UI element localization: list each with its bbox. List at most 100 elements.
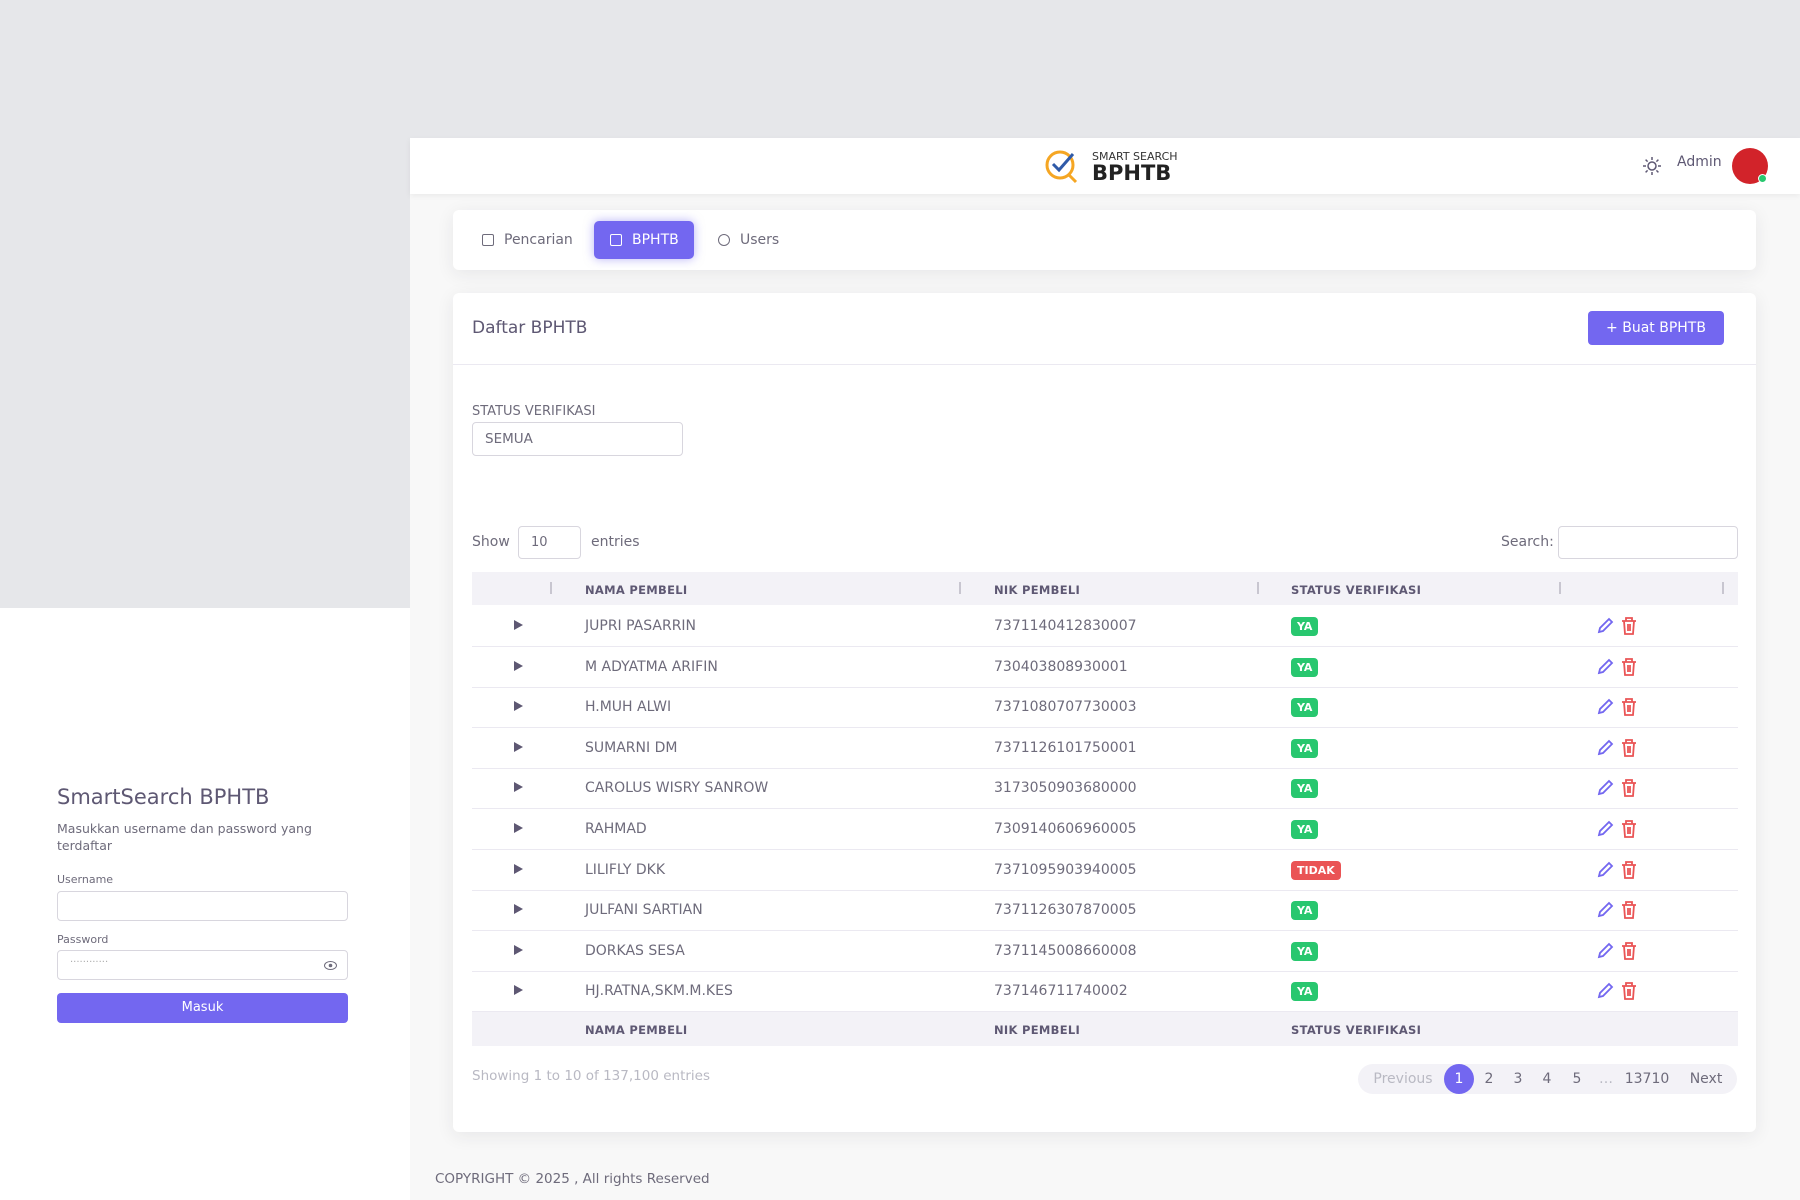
login-button[interactable]: Masuk bbox=[57, 993, 348, 1023]
table-row: RAHMAD 7309140606960005 YA bbox=[472, 809, 1738, 850]
buyer-nik: 7371126307870005 bbox=[994, 902, 1137, 919]
buyer-nik: 7371095903940005 bbox=[994, 861, 1137, 878]
buyer-nik: 737146711740002 bbox=[994, 983, 1128, 1000]
edit-icon[interactable] bbox=[1596, 901, 1614, 919]
table-row: JULFANI SARTIAN 7371126307870005 YA bbox=[472, 890, 1738, 932]
expand-toggle[interactable] bbox=[514, 620, 523, 630]
expand-toggle[interactable] bbox=[514, 660, 523, 671]
login-subtitle: Masukkan username dan password yang terd… bbox=[57, 821, 312, 853]
status-badge: TIDAK bbox=[1291, 860, 1341, 880]
bg-left bbox=[0, 0, 410, 608]
status-badge: YA bbox=[1291, 982, 1319, 1002]
status-badge: YA bbox=[1291, 941, 1319, 961]
expand-toggle[interactable] bbox=[514, 782, 523, 793]
column-footer: NIK PEMBELI bbox=[994, 1023, 1081, 1037]
show-label: Show bbox=[472, 534, 510, 550]
table-row: JUPRI PASARRIN 7371140412830007 YA bbox=[472, 606, 1738, 647]
status-badge: YA bbox=[1291, 698, 1319, 718]
eye-icon[interactable] bbox=[324, 960, 337, 971]
table-info: Showing 1 to 10 of 137,100 entries bbox=[472, 1068, 711, 1084]
edit-icon[interactable] bbox=[1596, 617, 1614, 635]
expand-toggle[interactable] bbox=[514, 904, 523, 915]
footer: COPYRIGHT © 2025 , All rights Reserved bbox=[435, 1171, 710, 1187]
edit-icon[interactable] bbox=[1596, 698, 1614, 716]
nav-item[interactable]: Pencarian bbox=[482, 221, 573, 259]
page-button[interactable]: 3 bbox=[1513, 1071, 1523, 1087]
column-header: NIK PEMBELI bbox=[994, 583, 1081, 597]
page-button[interactable]: … bbox=[1599, 1071, 1613, 1087]
theme-icon[interactable] bbox=[1643, 157, 1661, 175]
divider bbox=[453, 364, 1756, 365]
logo-big: BPHTB bbox=[1092, 161, 1172, 185]
status-badge: YA bbox=[1291, 617, 1319, 636]
delete-icon[interactable] bbox=[1620, 657, 1638, 677]
sort-icon bbox=[1557, 580, 1563, 596]
edit-icon[interactable] bbox=[1596, 779, 1614, 797]
edit-icon[interactable] bbox=[1596, 820, 1614, 838]
expand-toggle[interactable] bbox=[514, 741, 523, 752]
sort-icon bbox=[548, 580, 554, 596]
table-foot bbox=[472, 1012, 1738, 1046]
table-row: M ADYATMA ARIFIN 730403808930001 YA bbox=[472, 647, 1738, 688]
expand-toggle[interactable] bbox=[514, 863, 523, 874]
search-input[interactable] bbox=[1558, 526, 1738, 559]
sort-icon bbox=[957, 580, 963, 596]
page-button[interactable]: 2 bbox=[1484, 1071, 1494, 1087]
buyer-name: CAROLUS WISRY SANROW bbox=[585, 780, 769, 797]
delete-icon[interactable] bbox=[1620, 616, 1638, 636]
delete-icon[interactable] bbox=[1620, 819, 1638, 839]
edit-icon[interactable] bbox=[1596, 861, 1614, 879]
page-button[interactable]: 13710 bbox=[1624, 1071, 1670, 1087]
buyer-name: M ADYATMA ARIFIN bbox=[585, 658, 718, 675]
nav-label: Users bbox=[740, 232, 780, 248]
filter-select[interactable]: SEMUA bbox=[472, 422, 683, 456]
logo-icon bbox=[1045, 150, 1078, 184]
status-badge: YA bbox=[1291, 738, 1319, 758]
next-button[interactable]: Next bbox=[1689, 1071, 1723, 1087]
status-badge: YA bbox=[1291, 901, 1319, 921]
expand-toggle[interactable] bbox=[514, 701, 523, 712]
password-dots: ············ bbox=[70, 957, 109, 968]
sort-icon bbox=[1720, 580, 1726, 596]
delete-icon[interactable] bbox=[1620, 738, 1638, 758]
page-button[interactable]: 1 bbox=[1444, 1064, 1474, 1094]
buyer-nik: 7371145008660008 bbox=[994, 942, 1137, 959]
page-button[interactable]: 5 bbox=[1572, 1071, 1582, 1087]
search-label: Search: bbox=[1501, 534, 1554, 550]
page-button[interactable]: 4 bbox=[1542, 1071, 1552, 1087]
expand-toggle[interactable] bbox=[514, 944, 523, 955]
delete-icon[interactable] bbox=[1620, 900, 1638, 920]
table-row: H.MUH ALWI 7371080707730003 YA bbox=[472, 687, 1738, 729]
edit-icon[interactable] bbox=[1596, 739, 1614, 757]
buyer-name: SUMARNI DM bbox=[585, 739, 678, 756]
username-input[interactable] bbox=[57, 891, 348, 921]
nav-icon bbox=[610, 234, 622, 246]
status-badge: YA bbox=[1291, 657, 1319, 677]
expand-toggle[interactable] bbox=[514, 823, 523, 833]
nav-icon bbox=[718, 234, 730, 246]
buyer-nik: 7371140412830007 bbox=[994, 618, 1137, 634]
delete-icon[interactable] bbox=[1620, 778, 1638, 798]
edit-icon[interactable] bbox=[1596, 982, 1614, 1000]
create-button[interactable]: + Buat BPHTB bbox=[1588, 311, 1724, 345]
edit-icon[interactable] bbox=[1596, 658, 1614, 676]
delete-icon[interactable] bbox=[1620, 981, 1638, 1001]
edit-icon[interactable] bbox=[1596, 942, 1614, 960]
prev-button[interactable]: Previous bbox=[1373, 1071, 1433, 1087]
sort-icon bbox=[1255, 580, 1261, 596]
table-row: HJ.RATNA,SKM.M.KES 737146711740002 YA bbox=[472, 971, 1738, 1013]
username-label: Username bbox=[57, 873, 114, 886]
delete-icon[interactable] bbox=[1620, 941, 1638, 961]
table-row: DORKAS SESA 7371145008660008 YA bbox=[472, 931, 1738, 972]
nav-item[interactable]: BPHTB bbox=[594, 221, 694, 259]
expand-toggle[interactable] bbox=[514, 985, 523, 996]
entries-select[interactable]: 10 bbox=[518, 526, 581, 559]
buyer-name: RAHMAD bbox=[585, 821, 647, 837]
buyer-nik: 7309140606960005 bbox=[994, 821, 1137, 837]
nav-item[interactable]: Users bbox=[718, 221, 779, 259]
delete-icon[interactable] bbox=[1620, 860, 1638, 880]
delete-icon[interactable] bbox=[1620, 697, 1638, 717]
password-input[interactable]: ············ bbox=[57, 950, 348, 980]
filter-value: SEMUA bbox=[485, 431, 533, 447]
